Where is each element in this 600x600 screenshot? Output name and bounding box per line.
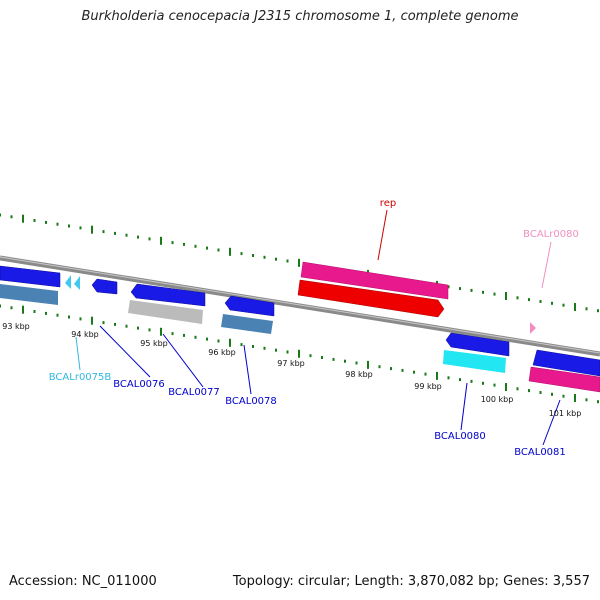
gene-feature-bcal0077[interactable] (130, 283, 206, 307)
gene-feature-bcal0080-cyan[interactable] (443, 350, 506, 373)
genome-stats-text: Topology: circular; Length: 3,870,082 bp… (232, 574, 590, 589)
kbp-label: 98 kbp (345, 370, 373, 379)
gene-feature-rep[interactable] (300, 261, 449, 300)
leader-bcal0080 (460, 382, 468, 431)
leader-bcalr0080 (541, 241, 552, 289)
gene-feature-bcal0080[interactable] (445, 332, 510, 357)
gene-feature-rep-red[interactable] (297, 279, 445, 318)
gene-feature-bcal0076[interactable] (91, 278, 118, 295)
gene-feature-bcalr0075b-a[interactable] (65, 275, 71, 289)
kbp-label: 101 kbp (549, 409, 582, 418)
backbone-highlight (0, 256, 600, 354)
gene-feature-left-steel[interactable] (0, 284, 58, 305)
gene-label-bcal0078[interactable]: BCAL0078 (225, 396, 277, 407)
leader-bcal0078 (243, 344, 252, 395)
accession-text: Accession: NC_011000 (9, 574, 157, 589)
kbp-label: 99 kbp (414, 382, 442, 391)
kbp-label: 93 kbp (2, 322, 30, 331)
gene-label-bcal0081[interactable]: BCAL0081 (514, 447, 566, 458)
gene-feature-bcal0081-magenta[interactable] (528, 366, 600, 393)
gene-feature-bcal0078[interactable] (224, 295, 275, 317)
kbp-label: 100 kbp (481, 395, 514, 404)
map-title: Burkholderia cenocepacia J2315 chromosom… (81, 9, 519, 24)
gene-label-bcal0080[interactable]: BCAL0080 (434, 431, 486, 442)
leader-bcal0077 (162, 333, 204, 388)
gene-label-rep[interactable]: rep (380, 198, 396, 209)
backbone-line (0, 255, 600, 357)
gene-feature-bcalr0080[interactable] (530, 322, 536, 334)
kbp-label: 94 kbp (71, 330, 99, 339)
kbp-label: 97 kbp (277, 359, 305, 368)
gene-feature-left-blue[interactable] (0, 265, 61, 288)
gene-label-bcalr0080[interactable]: BCALr0080 (523, 229, 579, 240)
gene-feature-bcal0081-outer[interactable] (532, 349, 600, 377)
gene-label-bcal0077[interactable]: BCAL0077 (168, 387, 220, 398)
leader-bcal0076 (99, 325, 151, 378)
gene-feature-bcalr0075b-b[interactable] (74, 276, 80, 290)
leader-bcal0081 (542, 399, 561, 446)
kbp-label: 96 kbp (208, 348, 236, 357)
gene-feature-gray[interactable] (128, 300, 203, 324)
gene-label-bcal0076[interactable]: BCAL0076 (113, 379, 165, 390)
kbp-label: 95 kbp (140, 339, 168, 348)
gene-label-bcalr0075b[interactable]: BCALr0075B (49, 372, 112, 383)
leader-bcalr0075b (75, 336, 81, 371)
leader-rep (377, 209, 388, 261)
gene-feature-bcal0078-steel[interactable] (221, 314, 273, 334)
